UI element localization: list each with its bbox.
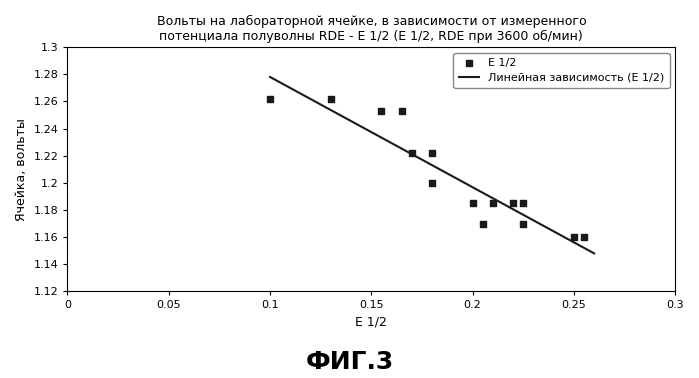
Е 1/2: [426, 150, 438, 156]
Е 1/2: [426, 180, 438, 186]
Е 1/2: [264, 96, 275, 102]
Е 1/2: [518, 200, 529, 206]
Title: Вольты на лабораторной ячейке, в зависимости от измеренного
потенциала полуволны: Вольты на лабораторной ячейке, в зависим…: [157, 15, 586, 43]
Line: Линейная зависимость (Е 1/2): Линейная зависимость (Е 1/2): [270, 77, 594, 253]
Линейная зависимость (Е 1/2): [590, 251, 598, 256]
Е 1/2: [579, 234, 590, 240]
Legend: Е 1/2, Линейная зависимость (Е 1/2): Е 1/2, Линейная зависимость (Е 1/2): [454, 53, 670, 88]
Е 1/2: [518, 220, 529, 226]
Линейная зависимость (Е 1/2): [266, 75, 274, 79]
Y-axis label: Ячейка, вольты: Ячейка, вольты: [15, 118, 28, 221]
Е 1/2: [487, 200, 498, 206]
X-axis label: Е 1/2: Е 1/2: [355, 316, 387, 329]
Е 1/2: [325, 96, 336, 102]
Text: ФИГ.3: ФИГ.3: [305, 350, 394, 374]
Е 1/2: [477, 220, 489, 226]
Е 1/2: [376, 108, 387, 114]
Е 1/2: [467, 200, 478, 206]
Е 1/2: [568, 234, 579, 240]
Е 1/2: [507, 200, 519, 206]
Е 1/2: [406, 150, 417, 156]
Е 1/2: [396, 108, 408, 114]
